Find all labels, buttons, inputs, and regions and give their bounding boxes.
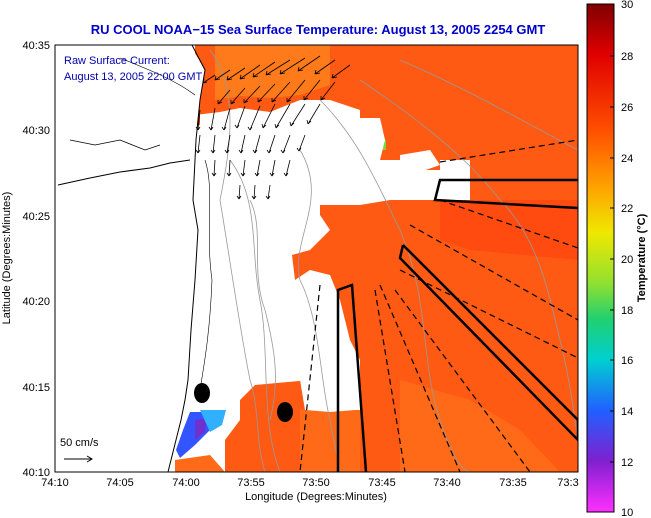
x-tick-label: 73:55: [237, 477, 265, 489]
colorbar-ticks: [610, 55, 614, 463]
scale-label: 50 cm/s: [60, 437, 99, 449]
station-marker: [194, 383, 210, 403]
x-tick-label: 74:10: [41, 477, 69, 489]
x-tick-label: 73:35: [499, 477, 527, 489]
colorbar-label: 14: [621, 406, 633, 418]
colorbar-label: 22: [621, 203, 633, 215]
land: [55, 45, 205, 472]
y-tick-label: 40:10: [22, 467, 50, 479]
map-frame: [54, 44, 579, 473]
colorbar-label: 30: [621, 0, 633, 11]
x-axis-label: Longitude (Degrees:Minutes): [245, 491, 387, 503]
y-tick-label: 40:30: [22, 125, 50, 137]
y-tick-labels: 40:35 40:30 40:25 40:20 40:15 40:10: [22, 40, 50, 479]
colorbar-label: 28: [621, 51, 633, 63]
y-tick-label: 40:20: [22, 296, 50, 308]
current-vectors: [195, 55, 351, 200]
colorbar-label: 12: [621, 457, 633, 469]
x-tick-label: 73:50: [302, 477, 330, 489]
colorbar-label: 10: [621, 507, 633, 518]
scale-arrow: [64, 455, 93, 463]
inset-line-2: August 13, 2005 22:00 GMT: [64, 71, 202, 83]
station-marker: [277, 402, 293, 422]
x-tick-label: 73:45: [368, 477, 396, 489]
colorbar-label: 18: [621, 305, 633, 317]
x-tick-label: 73:40: [433, 477, 461, 489]
y-tick-label: 40:35: [22, 40, 50, 52]
x-tick-label: 73:3: [557, 477, 578, 489]
ship-tracks: [336, 178, 578, 472]
inset-line-1: Raw Surface Current:: [64, 55, 170, 67]
y-tick-label: 40:25: [22, 211, 50, 223]
y-tick-label: 40:15: [22, 382, 50, 394]
colorbar-label: 16: [621, 355, 633, 367]
sst-field: [58, 45, 578, 472]
radar-sectors: [299, 139, 578, 472]
nearshore-contours: [119, 57, 213, 391]
map-title: RU COOL NOAA−15 Sea Surface Temperature:…: [91, 22, 546, 37]
x-tick-labels: 74:10 74:05 74:00 73:55 73:50 73:45 73:4…: [41, 477, 578, 489]
colorbar-label: 26: [621, 102, 633, 114]
colorbar-labels: 30 28 26 24 22 20 18 16 14 12 10: [621, 0, 633, 518]
x-tick-label: 74:00: [172, 477, 200, 489]
map-area: [55, 45, 578, 472]
colorbar-label: 24: [621, 153, 633, 165]
x-tick-label: 74:05: [106, 477, 134, 489]
coastline: [167, 45, 206, 472]
bathymetry-contours: [209, 49, 578, 472]
y-axis-label: Latitude (Degrees:Minutes): [1, 192, 13, 325]
colorbar: [586, 3, 615, 513]
colorbar-title: Temperature (°C): [636, 213, 648, 302]
colorbar-label: 20: [621, 254, 633, 266]
